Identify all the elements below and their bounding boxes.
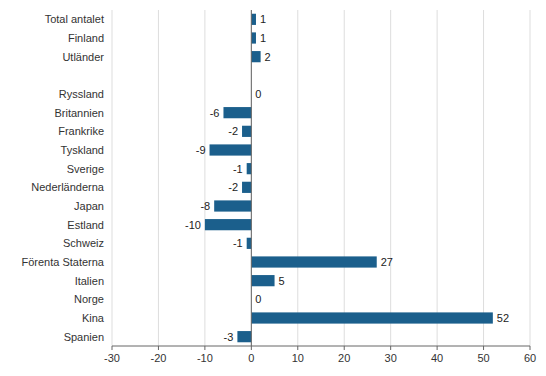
bar [214,200,251,211]
category-label: Finland [68,32,104,44]
tick-label: 60 [524,352,536,364]
x-axis-line [112,346,530,347]
grid-line [251,10,252,346]
tick-mark [251,346,252,350]
bar [242,182,251,193]
data-label: 1 [260,13,266,25]
chart-svg: -30-20-1001020304050601120-6-2-9-1-2-8-1… [0,0,546,376]
bar [251,312,493,323]
bar [251,32,256,43]
tick-mark [158,346,159,350]
category-label: Total antalet [45,13,104,25]
grid [112,10,530,346]
grid-line [437,10,438,346]
category-label: Nederländerna [31,181,105,193]
bar [242,126,251,137]
category-label: Britannien [54,107,104,119]
tick-label: 10 [292,352,304,364]
bar [251,275,274,286]
category-label: Norge [74,293,104,305]
grid-line [158,10,159,346]
tick-label: 30 [385,352,397,364]
data-label: 27 [381,256,393,268]
chart-container: -30-20-1001020304050601120-6-2-9-1-2-8-1… [0,0,546,376]
y-axis: Total antalet Finland Utländer Ryssland Brit… [21,13,104,342]
x-axis: -30 -20 -10 0 10 20 30 40 50 60 [104,346,536,364]
data-labels: 1 1 2 0 -6 -2 -9 -1 -2 -8 -10 -1 27 5 0 52 -3 [185,13,509,342]
data-label: -3 [224,331,234,343]
grid-line [530,10,531,346]
data-label: -1 [233,237,243,249]
data-label: -2 [228,125,238,137]
data-label: 5 [279,275,285,287]
grid-line [112,10,113,346]
tick-mark [483,346,484,350]
tick-mark [437,346,438,350]
category-label: Tyskland [61,144,104,156]
tick-mark [530,346,531,350]
data-label: -9 [196,144,206,156]
category-label: Estland [67,219,104,231]
category-label: Spanien [64,331,104,343]
tick-mark [112,346,113,350]
tick-label: 50 [477,352,489,364]
grid-line [204,10,205,346]
data-label: 0 [255,88,261,100]
bar [247,163,252,174]
bar [205,219,251,230]
tick-mark [390,346,391,350]
bar [237,331,251,342]
category-label: Schweiz [63,237,104,249]
bar [210,144,252,155]
grid-line [297,10,298,346]
bar [223,107,251,118]
category-label: Frankrike [58,125,104,137]
bar [251,14,256,25]
category-label: Förenta Staterna [21,256,104,268]
data-label: -2 [228,181,238,193]
tick-label: -10 [197,352,213,364]
grid-line [344,10,345,346]
category-label: Italien [75,275,104,287]
category-label: Ryssland [59,88,104,100]
data-label: 1 [260,32,266,44]
data-label: -10 [185,219,201,231]
tick-mark [344,346,345,350]
grid-line [390,10,391,346]
tick-label: 40 [431,352,443,364]
grid-line [483,10,484,346]
category-label: Sverige [67,163,104,175]
data-label: -1 [233,163,243,175]
tick-label: -30 [104,352,120,364]
bar [251,256,376,267]
zero-line [251,10,252,346]
data-label: -6 [210,107,220,119]
tick-mark [297,346,298,350]
data-label: 0 [255,293,261,305]
tick-label: -20 [150,352,166,364]
data-label: 2 [265,51,271,63]
category-label: Kina [82,312,105,324]
bar [251,51,260,62]
bar [247,238,252,249]
bars [205,14,493,343]
data-label: -8 [200,200,210,212]
tick-label: 0 [248,352,254,364]
category-label: Japan [74,200,104,212]
tick-mark [204,346,205,350]
tick-label: 20 [338,352,350,364]
category-label: Utländer [62,51,104,63]
data-label: 52 [497,312,509,324]
